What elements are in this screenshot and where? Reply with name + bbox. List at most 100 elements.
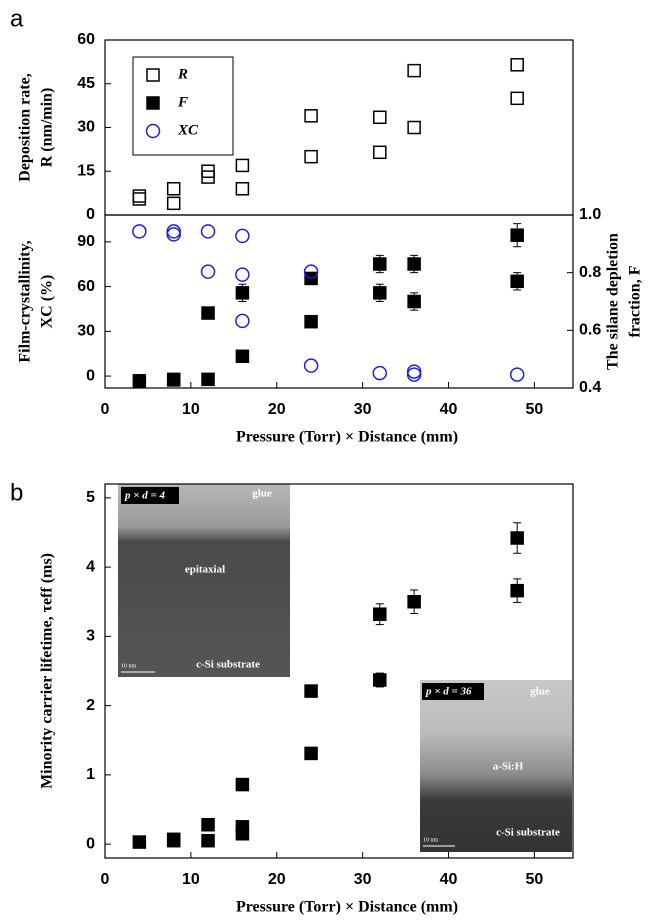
x-tick-label: 10	[182, 401, 200, 418]
point	[166, 224, 181, 239]
y2-tick-label: 1.0	[579, 206, 601, 223]
point	[510, 274, 524, 289]
x-tick-label: 10	[182, 871, 200, 888]
y-tick-label: 15	[77, 162, 95, 179]
x-tick-label: 50	[525, 871, 543, 888]
legend-marker	[145, 123, 161, 139]
point	[510, 531, 524, 545]
point	[200, 224, 216, 239]
scale-label: 10 nm	[423, 837, 439, 843]
y-axis-label: Film-crystallinity,	[17, 240, 34, 362]
y-axis-label: fraction, F	[627, 265, 644, 337]
y-tick-label: 0	[86, 835, 95, 852]
y-tick-label: 60	[77, 278, 95, 295]
inset-label-box	[121, 487, 179, 504]
tem-image	[118, 484, 290, 677]
x-tick-label: 30	[354, 871, 372, 888]
y-axis-label: XC (%)	[39, 275, 56, 329]
legend-label: F	[177, 94, 188, 110]
point	[304, 684, 318, 698]
y2-tick-label: 0.4	[579, 379, 601, 396]
y-axis-label: The silane depletion	[605, 233, 622, 370]
point	[235, 158, 250, 173]
point	[407, 594, 421, 609]
legend-label: R	[177, 66, 188, 82]
x-tick-label: 50	[525, 401, 543, 418]
y-tick-label: 3	[86, 628, 95, 645]
y-tick-label: 30	[77, 119, 95, 136]
plot-frame	[104, 483, 574, 859]
point	[132, 192, 147, 206]
inset-text: glue	[530, 686, 550, 698]
point	[235, 349, 250, 364]
y-axis-label: Minority carrier lifetime, τeff (ms)	[39, 553, 56, 789]
point	[132, 835, 147, 849]
point	[303, 264, 319, 279]
point	[510, 58, 524, 72]
y-tick-label: 4	[86, 558, 95, 575]
y-tick-label: 45	[77, 75, 95, 92]
point	[373, 257, 387, 271]
x-tick-label: 30	[354, 401, 372, 418]
point	[304, 314, 318, 329]
scale-label: 10 nm	[121, 663, 137, 669]
y-tick-label: 5	[86, 489, 95, 506]
point	[235, 777, 250, 792]
inset-label-box	[422, 683, 484, 700]
point	[235, 313, 250, 329]
point	[406, 367, 422, 382]
point	[510, 583, 524, 598]
tem-image	[420, 680, 572, 852]
point	[303, 358, 319, 373]
inset-text: epitaxial	[185, 564, 225, 576]
x-tick-label: 0	[101, 401, 110, 418]
point	[235, 267, 250, 282]
point	[373, 673, 387, 687]
point	[201, 170, 215, 184]
x-tick-label: 40	[440, 401, 458, 418]
y-axis-label: Deposition rate,	[17, 73, 34, 181]
point	[372, 365, 388, 381]
inset-image: p × d = 4 glue epitaxial c-Si substrate …	[118, 484, 290, 677]
point	[407, 294, 421, 309]
point	[166, 227, 181, 242]
inset-text: c-Si substrate	[496, 827, 560, 839]
point	[235, 182, 250, 196]
point	[166, 832, 181, 847]
point	[201, 372, 215, 387]
y-tick-label: 2	[86, 697, 95, 714]
point	[166, 372, 181, 387]
point	[235, 228, 250, 244]
y2-tick-label: 0.8	[579, 264, 601, 281]
inset-text: glue	[252, 488, 272, 500]
y-tick-label: 30	[77, 323, 95, 340]
point	[235, 286, 250, 300]
inset-label: p × d = 36	[425, 686, 472, 698]
legend-marker	[146, 96, 160, 110]
point	[166, 182, 181, 196]
panel-label: b	[10, 479, 23, 506]
point	[166, 196, 181, 211]
x-tick-label: 20	[268, 871, 286, 888]
point	[407, 63, 421, 78]
point	[406, 364, 422, 379]
point	[510, 228, 524, 242]
legend-marker	[146, 68, 160, 82]
point	[373, 110, 387, 125]
point	[407, 257, 421, 271]
point	[304, 109, 318, 123]
y-tick-label: 0	[86, 367, 95, 384]
point	[235, 827, 250, 841]
point	[304, 149, 318, 164]
point	[407, 120, 421, 135]
point	[132, 374, 147, 388]
point	[373, 145, 387, 160]
x-tick-label: 0	[101, 871, 110, 888]
x-tick-label: 20	[268, 401, 286, 418]
point	[132, 224, 147, 239]
x-axis-label: Pressure (Torr) × Distance (mm)	[236, 429, 458, 446]
point	[201, 833, 215, 848]
point	[201, 306, 215, 320]
point	[373, 607, 387, 621]
legend-label: XC	[177, 122, 199, 138]
